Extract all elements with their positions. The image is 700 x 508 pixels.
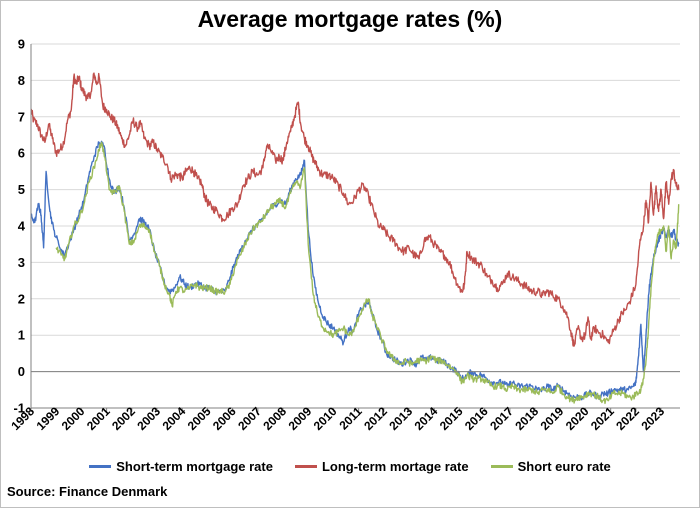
y-tick-label: 1 — [18, 328, 25, 343]
y-tick-label: 2 — [18, 291, 25, 306]
legend-swatch-short-euro — [490, 465, 513, 468]
y-tick-label: 9 — [18, 37, 25, 52]
source-note: Source: Finance Denmark — [7, 484, 168, 499]
y-tick-label: 5 — [18, 182, 25, 197]
y-tick-label: 4 — [18, 219, 26, 234]
legend-item-short-euro: Short euro rate — [490, 459, 611, 474]
legend-item-long-term: Long-term mortage rate — [294, 459, 469, 474]
legend-item-short-term: Short-term mortgage rate — [89, 459, 273, 474]
y-tick-label: 7 — [18, 109, 25, 124]
legend-label-short-euro: Short euro rate — [517, 459, 611, 474]
gridlines — [31, 43, 680, 409]
series-lines — [30, 72, 680, 405]
y-tick-label: 3 — [18, 255, 25, 270]
y-tick-label: 8 — [18, 73, 25, 88]
legend: Short-term mortgage rate Long-term morta… — [0, 459, 700, 474]
series-line-long-term-mortage-rate — [30, 72, 680, 347]
legend-label-long-term: Long-term mortage rate — [321, 459, 469, 474]
series-line-short-term-mortgage-rate — [30, 140, 680, 401]
axes: 9876543210-11998199920002001200220032004… — [8, 37, 680, 433]
legend-swatch-long-term — [294, 465, 317, 468]
y-tick-label: 0 — [18, 364, 25, 379]
legend-label-short-term: Short-term mortgage rate — [116, 459, 273, 474]
series-line-short-euro-rate — [55, 141, 680, 405]
chart-title: Average mortgage rates (%) — [197, 6, 503, 32]
legend-swatch-short-term — [89, 465, 112, 468]
y-tick-label: 6 — [18, 146, 25, 161]
y-tick-label: -1 — [13, 401, 25, 416]
